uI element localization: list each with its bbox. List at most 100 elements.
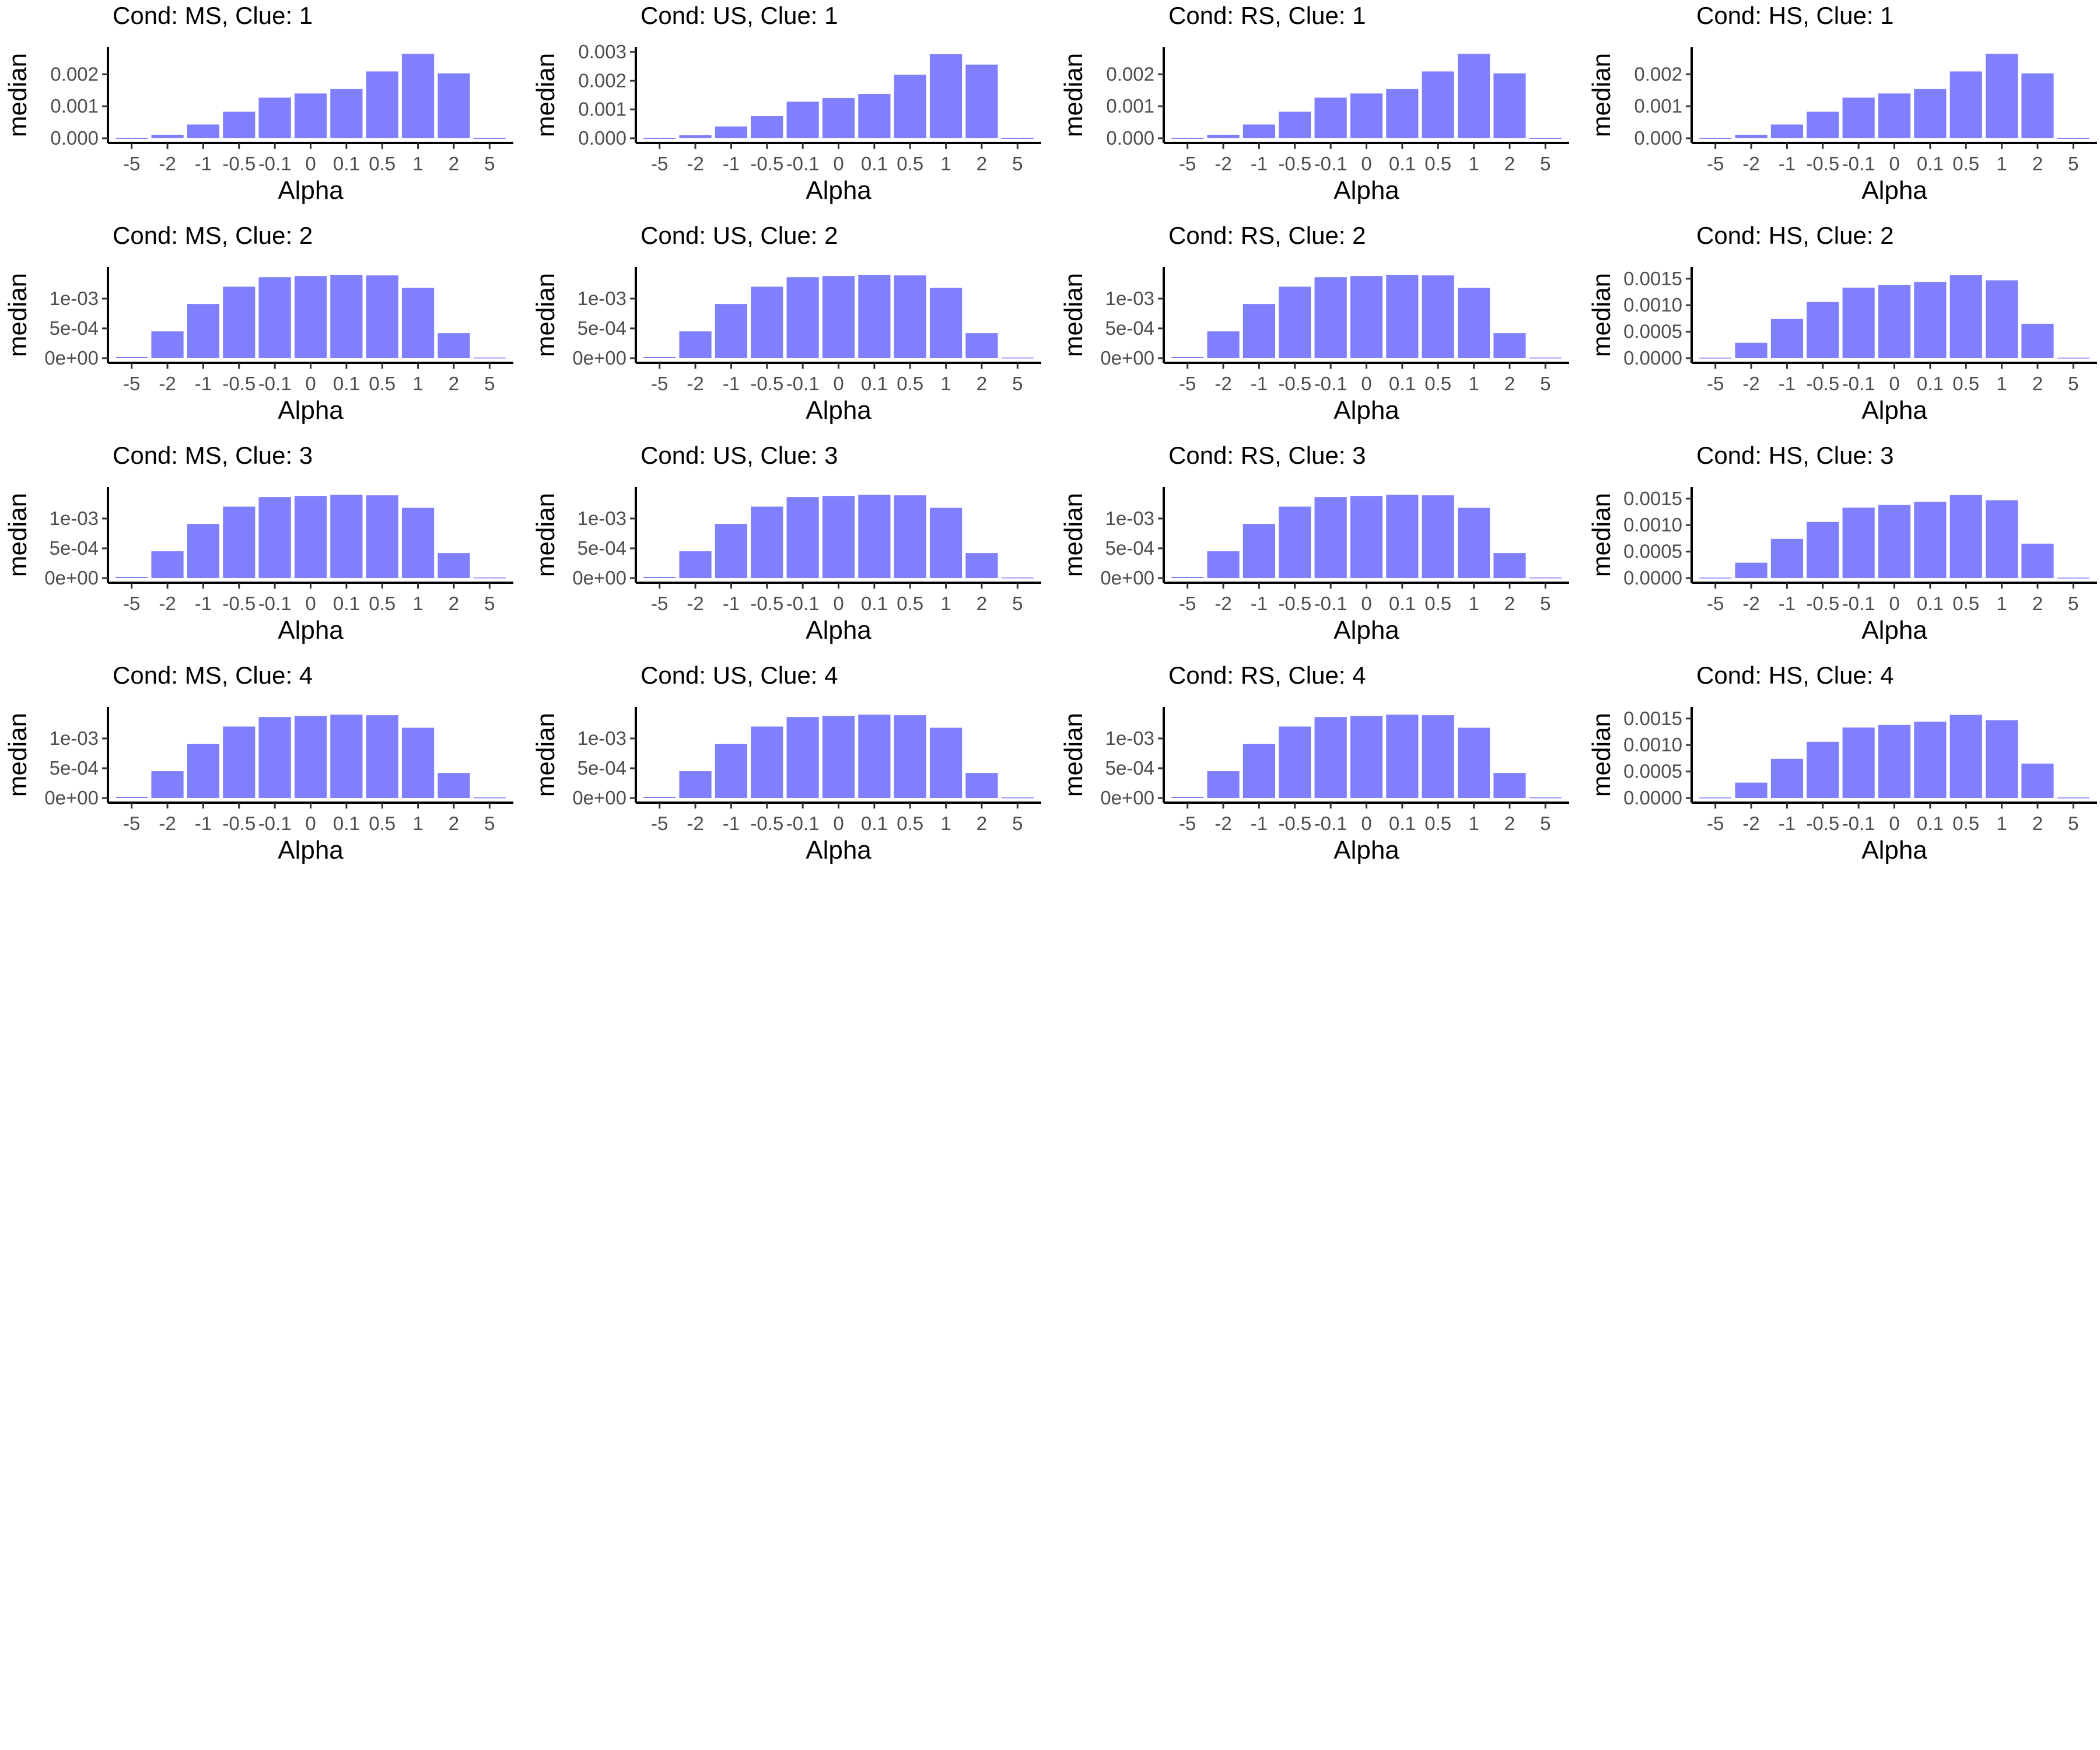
panel-13: Cond: MS, Clue: 4 0e+00 5e-04 1e-03 -5 -2 -1 -0…	[4, 662, 513, 864]
bar	[1386, 715, 1419, 798]
x-tick-label: -2	[1742, 813, 1759, 834]
bar	[1985, 500, 2018, 578]
x-tick-label: -5	[1707, 593, 1724, 614]
y-axis-title: median	[531, 273, 560, 357]
bar	[1529, 797, 1562, 799]
x-tick-label: -1	[1779, 813, 1796, 834]
bar	[1171, 576, 1204, 578]
x-tick-label: -1	[723, 153, 740, 174]
bar	[1770, 124, 1804, 138]
x-tick-label: -0.5	[1806, 153, 1839, 174]
panel-5: Cond: MS, Clue: 2 0e+00 5e-04 1e-03 -5 -2 -1 -0…	[4, 222, 513, 425]
bar	[929, 727, 963, 798]
x-tick-label: -0.5	[1278, 593, 1311, 614]
bar	[858, 715, 891, 798]
bar	[715, 524, 748, 578]
x-tick-label: -0.5	[222, 373, 256, 394]
x-tick-label: -5	[651, 373, 668, 394]
bar	[366, 495, 398, 578]
x-tick-label: -1	[195, 593, 212, 614]
x-tick-label: -1	[1779, 373, 1796, 394]
bar	[1985, 54, 2018, 139]
x-tick-label: -0.1	[786, 813, 820, 834]
x-axis-title: Alpha	[278, 396, 344, 425]
x-tick-label: 2	[1504, 153, 1515, 174]
x-tick-label: -1	[1251, 813, 1268, 834]
bar	[366, 715, 398, 798]
panel-title: Cond: RS, Clue: 1	[1168, 2, 1366, 29]
x-tick-label: -5	[1179, 153, 1196, 174]
x-tick-label: -1	[195, 373, 212, 394]
bar	[1770, 318, 1804, 358]
bar	[1807, 741, 1839, 798]
x-tick-label: -0.1	[1314, 593, 1348, 614]
panel-4: Cond: HS, Clue: 1 0.000 0.001 0.002 -5 -2 -1 -0…	[1587, 2, 2097, 205]
panel-title: Cond: MS, Clue: 1	[113, 2, 313, 29]
x-tick-label: -0.5	[750, 813, 783, 834]
x-tick-label: -0.1	[258, 593, 292, 614]
y-tick-label: 5e-04	[50, 537, 99, 559]
bar	[1878, 93, 1911, 138]
y-axis-title: median	[531, 713, 560, 797]
bar	[438, 73, 470, 138]
y-tick-label: 0e+00	[572, 567, 626, 589]
x-tick-label: 0.1	[861, 153, 888, 174]
x-tick-label: 0.1	[1389, 593, 1416, 614]
y-tick-label: 0e+00	[1100, 567, 1154, 589]
bar	[1242, 304, 1276, 358]
bar	[679, 551, 712, 578]
bar	[1314, 277, 1347, 358]
x-tick-label: 0.5	[369, 813, 396, 834]
bar	[1842, 727, 1875, 798]
y-tick-label: 0e+00	[44, 567, 99, 589]
bar	[1950, 715, 1982, 798]
bar	[643, 356, 676, 358]
x-tick-label: 0	[1361, 153, 1371, 174]
x-axis-title: Alpha	[1861, 616, 1927, 645]
bar	[1457, 727, 1490, 798]
bar	[894, 275, 926, 358]
y-axis-title: median	[1587, 273, 1616, 357]
x-tick-label: 2	[1504, 373, 1515, 394]
bar	[1914, 282, 1947, 358]
panel-10: Cond: US, Clue: 3 0e+00 5e-04 1e-03 -5 -2 -1 -0…	[531, 442, 1041, 645]
bar	[1242, 524, 1276, 578]
bar	[2021, 543, 2054, 578]
bar	[151, 771, 184, 798]
panel-6: Cond: US, Clue: 2 0e+00 5e-04 1e-03 -5 -2 -1 -0…	[531, 222, 1041, 425]
bar	[223, 286, 256, 358]
x-tick-label: 5	[1012, 593, 1023, 614]
y-tick-label: 0e+00	[44, 787, 99, 808]
bar	[1842, 288, 1875, 358]
y-axis-title: median	[4, 493, 32, 577]
x-tick-label: -0.1	[1314, 153, 1348, 174]
bar	[679, 331, 712, 358]
x-axis-title: Alpha	[806, 836, 872, 864]
bar	[401, 288, 435, 358]
bar	[822, 496, 855, 578]
bar	[1001, 357, 1034, 359]
x-tick-label: -0.5	[222, 153, 256, 174]
x-tick-label: -2	[1742, 373, 1759, 394]
x-axis-title: Alpha	[806, 616, 872, 645]
x-tick-label: -5	[123, 373, 140, 394]
x-tick-label: -2	[1214, 373, 1231, 394]
bar	[751, 506, 783, 578]
y-tick-label: 5e-04	[1105, 537, 1154, 559]
panel-title: Cond: MS, Clue: 2	[113, 222, 313, 249]
bar	[330, 89, 363, 138]
y-tick-label: 0e+00	[572, 787, 626, 808]
bar	[1207, 331, 1240, 358]
bar	[1279, 111, 1311, 138]
y-tick-label: 0.000	[1106, 127, 1154, 149]
y-axis-title: median	[1059, 713, 1088, 797]
x-tick-label: 0	[1361, 593, 1371, 614]
bar	[1735, 342, 1768, 358]
bar	[965, 553, 998, 578]
y-tick-label: 1e-03	[50, 508, 99, 529]
x-tick-label: 0	[1889, 813, 1899, 834]
bar	[223, 726, 256, 798]
bar	[1493, 333, 1526, 358]
x-tick-label: 0.5	[369, 153, 396, 174]
